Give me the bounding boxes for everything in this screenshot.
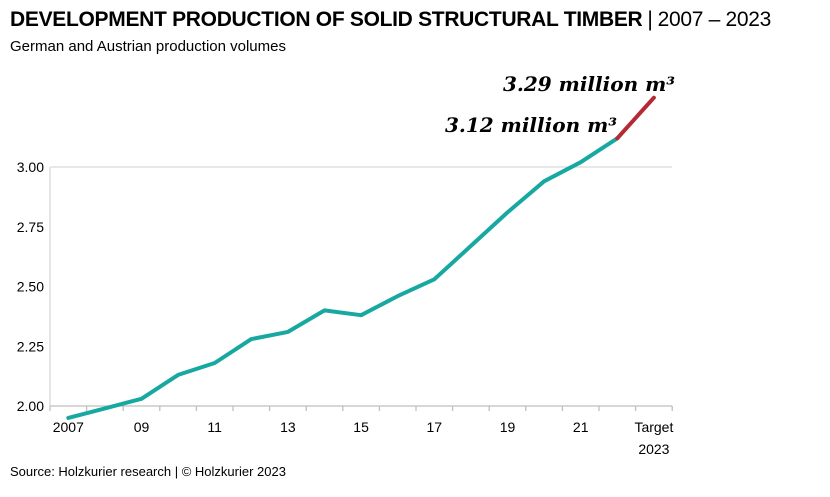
y-tick-label: 3.00 xyxy=(17,159,44,175)
x-tick-label: 17 xyxy=(427,419,443,435)
y-tick-label: 2.00 xyxy=(17,398,44,414)
title-separator: | xyxy=(647,8,653,31)
x-tick-label: 19 xyxy=(500,419,516,435)
x-axis-ticks xyxy=(49,406,673,411)
source-note: Source: Holzkurier research | © Holzkuri… xyxy=(10,464,286,479)
title-main: DEVELOPMENT PRODUCTION OF SOLID STRUCTUR… xyxy=(10,8,643,31)
annotation-target-value: 3.29 million m³ xyxy=(503,72,675,96)
chart-subtitle: German and Austrian production volumes xyxy=(10,38,286,55)
x-tick-label: 11 xyxy=(207,419,222,435)
x-tick-label: 13 xyxy=(280,419,296,435)
annotation-2022-value: 3.12 million m³ xyxy=(445,113,617,137)
y-tick-label: 2.25 xyxy=(17,338,44,354)
x-tick-label: 15 xyxy=(353,419,369,435)
page-title: DEVELOPMENT PRODUCTION OF SOLID STRUCTUR… xyxy=(10,8,771,32)
x-tick-label-target: Target xyxy=(634,419,673,435)
production-line xyxy=(66,136,620,420)
x-tick-label: 21 xyxy=(573,419,589,435)
x-tick-label: 09 xyxy=(134,419,150,435)
target-line xyxy=(615,95,656,141)
x-tick-label: 2007 xyxy=(53,419,84,435)
production-chart: 3.00 2.75 2.50 2.25 2.00 2007 09 11 13 1… xyxy=(17,72,675,457)
title-period: 2007 – 2023 xyxy=(657,8,772,31)
y-tick-label: 2.75 xyxy=(17,219,44,235)
y-tick-label: 2.50 xyxy=(17,279,44,295)
x-tick-label-target-year: 2023 xyxy=(638,441,669,457)
